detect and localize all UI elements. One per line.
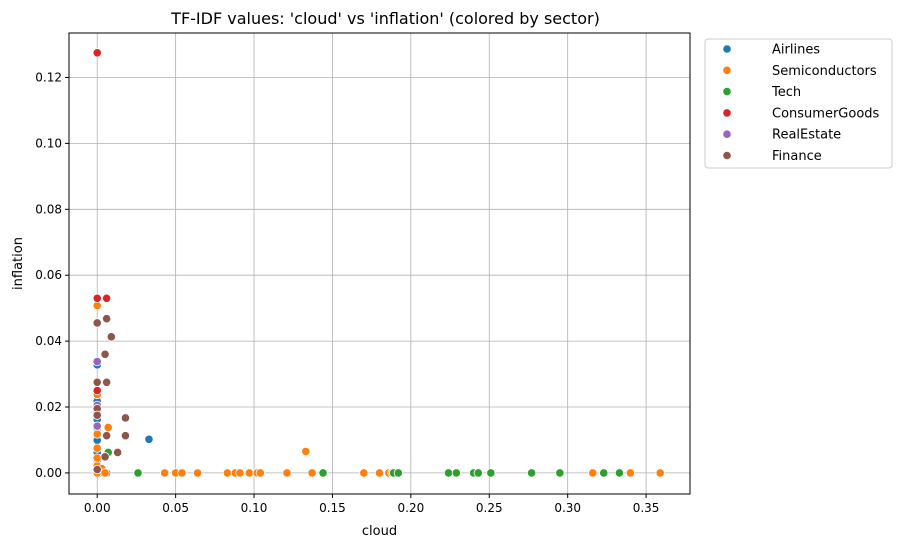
- y-tick-label: 0.00: [35, 466, 62, 480]
- data-point: [103, 422, 113, 433]
- x-tick-label: 0.15: [319, 501, 346, 515]
- data-point: [160, 468, 170, 478]
- data-point: [235, 468, 245, 478]
- legend-label: Airlines: [772, 43, 820, 58]
- series-tech-points: [103, 447, 625, 478]
- legend-frame: [704, 38, 893, 169]
- data-point: [100, 468, 110, 478]
- data-point: [301, 446, 311, 457]
- x-axis-label: cloud: [362, 524, 397, 539]
- y-tick-label: 0.12: [35, 70, 62, 84]
- legend: Airlines Semiconductors Tech ConsumerGoods R…: [704, 38, 893, 169]
- data-point: [92, 377, 102, 387]
- data-point: [177, 468, 187, 478]
- data-point: [359, 468, 369, 478]
- x-tick-label: 0.35: [633, 501, 660, 515]
- x-tick-label: 0.20: [398, 501, 425, 515]
- data-point: [113, 447, 123, 458]
- data-point: [100, 349, 110, 359]
- chart-title: TF-IDF values: 'cloud' vs 'inflation' (c…: [170, 9, 600, 28]
- y-tick-label: 0.02: [35, 400, 62, 414]
- y-tick-label: 0.08: [35, 202, 62, 216]
- data-point: [102, 431, 112, 441]
- y-axis-ticks: 0.00 0.02 0.04 0.06 0.08 0.10 0.12: [35, 70, 69, 480]
- data-point: [393, 468, 403, 478]
- data-point: [244, 468, 254, 478]
- data-point: [473, 468, 483, 478]
- data-point: [318, 468, 328, 478]
- legend-marker: [722, 44, 732, 54]
- legend-label: Finance: [772, 149, 822, 164]
- data-point: [655, 468, 665, 478]
- data-point: [92, 421, 102, 431]
- series-consumergoods-points: [92, 48, 112, 396]
- x-tick-label: 0.00: [84, 501, 111, 515]
- data-point: [102, 293, 112, 303]
- data-point: [599, 468, 609, 478]
- data-point: [282, 468, 292, 478]
- legend-marker: [722, 129, 732, 139]
- x-tick-label: 0.10: [241, 501, 268, 515]
- x-tick-label: 0.05: [162, 501, 189, 515]
- data-point: [92, 356, 102, 367]
- data-point: [102, 314, 112, 324]
- data-point: [614, 468, 625, 478]
- data-point: [92, 318, 102, 328]
- data-point: [555, 468, 565, 478]
- data-point: [527, 468, 537, 478]
- legend-marker: [722, 87, 732, 97]
- data-point: [92, 293, 102, 303]
- data-point: [92, 410, 102, 420]
- legend-label: RealEstate: [772, 128, 841, 143]
- y-tick-label: 0.10: [35, 136, 62, 150]
- data-point: [102, 377, 112, 387]
- data-point: [486, 468, 496, 478]
- y-tick-label: 0.04: [35, 334, 62, 348]
- data-point: [222, 468, 232, 478]
- x-axis-ticks: 0.00 0.05 0.10 0.15 0.20 0.25 0.30 0.35: [84, 494, 660, 515]
- data-point: [92, 48, 102, 58]
- legend-label: Tech: [771, 85, 801, 100]
- data-point: [588, 468, 598, 478]
- data-point: [92, 465, 102, 475]
- legend-label: ConsumerGoods: [772, 106, 880, 121]
- data-points: [92, 48, 665, 478]
- x-tick-label: 0.25: [476, 501, 503, 515]
- data-point: [625, 468, 636, 478]
- data-point: [92, 429, 102, 439]
- data-point: [92, 385, 102, 396]
- data-point: [92, 453, 102, 463]
- data-point: [100, 452, 110, 462]
- data-point: [451, 468, 461, 478]
- data-point: [120, 431, 131, 441]
- legend-marker: [722, 65, 732, 75]
- data-point: [192, 468, 203, 478]
- data-point: [92, 443, 102, 453]
- data-point: [443, 468, 454, 478]
- legend-marker: [722, 108, 732, 118]
- data-point: [106, 332, 116, 342]
- data-point: [374, 468, 385, 478]
- legend-marker: [722, 150, 732, 161]
- data-point: [255, 468, 265, 478]
- data-point: [133, 468, 143, 478]
- y-tick-label: 0.06: [35, 268, 62, 282]
- data-point: [120, 413, 131, 423]
- plot-area-frame: [68, 32, 691, 495]
- y-axis-label: inflation: [11, 237, 26, 290]
- x-tick-label: 0.30: [554, 501, 581, 515]
- data-point: [144, 434, 154, 444]
- legend-label: Semiconductors: [772, 64, 877, 79]
- series-finance-points: [92, 314, 131, 475]
- data-point: [307, 468, 317, 478]
